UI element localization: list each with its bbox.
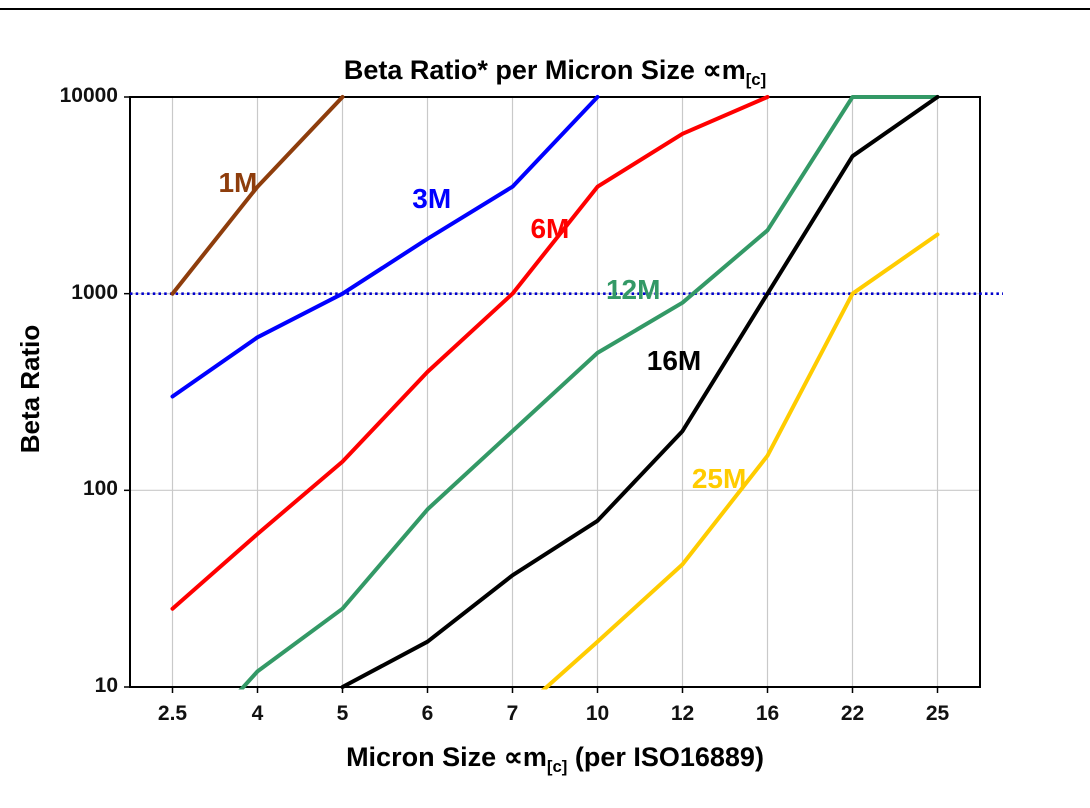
x-axis-title-subscript: [c] — [546, 756, 568, 776]
series-line-25M — [540, 232, 940, 690]
chart-title-subscript: [c] — [745, 69, 767, 89]
series-line-3M — [170, 95, 600, 399]
series-line-6M — [170, 95, 770, 611]
chart-title-text: Beta Ratio* per Micron Size ∝m — [343, 55, 746, 85]
x-axis-title-text: Micron Size ∝m — [346, 742, 547, 772]
chart-title: Beta Ratio* per Micron Size ∝m[c] — [130, 55, 980, 89]
series-line-1M — [170, 95, 345, 296]
x-axis-title-suffix: (per ISO16889) — [567, 742, 764, 772]
series-line-12M — [238, 95, 940, 690]
top-border-line — [0, 8, 1090, 10]
x-axis-title: Micron Size ∝m[c] (per ISO16889) — [130, 742, 980, 777]
plot-border — [129, 96, 981, 688]
series-line-16M — [340, 95, 940, 689]
